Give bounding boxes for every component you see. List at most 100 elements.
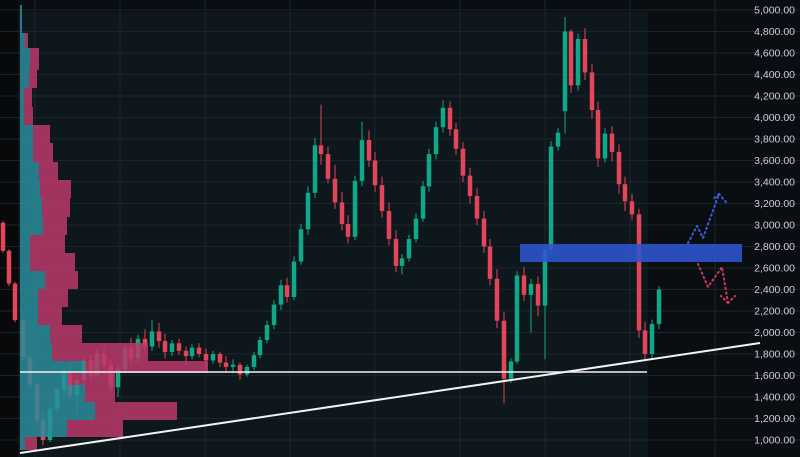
candle-body	[251, 355, 257, 367]
candle-body	[542, 249, 548, 306]
volume-profile-sell-bar	[30, 235, 65, 253]
volume-profile-buy-bar	[20, 88, 24, 107]
price-axis-label: 3,000.00	[754, 220, 795, 232]
volume-profile-buy-bar	[20, 253, 30, 271]
candle-body	[6, 250, 12, 284]
volume-profile-sell-bar	[67, 420, 123, 437]
candle-body	[440, 107, 446, 128]
volume-profile-sell-bar	[30, 253, 75, 271]
candle-body	[656, 289, 662, 324]
candle-body	[642, 330, 648, 354]
candle-body	[399, 258, 405, 266]
candle-body	[562, 31, 568, 112]
volume-profile-buy-bar	[20, 373, 68, 385]
volume-profile-sell-bar	[42, 198, 70, 217]
price-axis-label: 3,800.00	[754, 134, 795, 146]
price-axis-label: 4,600.00	[754, 48, 795, 60]
candle-body	[115, 369, 121, 388]
price-axis-label: 2,000.00	[754, 327, 795, 339]
candle-body	[447, 107, 453, 130]
candle-body	[508, 361, 514, 379]
session-pane-background	[18, 12, 648, 457]
volume-profile-layer	[20, 5, 208, 450]
price-axis-label: 1,800.00	[754, 349, 795, 361]
candle-body	[514, 275, 520, 362]
candle-body	[528, 284, 534, 295]
candle-body	[244, 366, 250, 375]
bear-projection-arrow[interactable]	[696, 262, 737, 305]
candle-body	[162, 341, 168, 352]
volume-profile-buy-bar	[20, 420, 67, 437]
price-axis-label: 1,600.00	[754, 370, 795, 382]
candle-body	[203, 354, 209, 361]
candle-body	[467, 175, 473, 196]
candle-body	[568, 31, 574, 86]
volume-profile-sell-bar	[33, 125, 50, 143]
price-axis-label: 2,400.00	[754, 284, 795, 296]
volume-profile-buy-bar	[20, 437, 25, 450]
candle-body	[318, 145, 324, 155]
price-axis-label: 3,600.00	[754, 155, 795, 167]
price-axis-label: 2,200.00	[754, 306, 795, 318]
price-axis[interactable]: 5,000.00 4,800.00 4,600.00 4,400.00 4,200.00…	[754, 5, 795, 447]
volume-profile-buy-bar	[20, 107, 24, 125]
candle-body	[589, 72, 595, 110]
ascending-trend-line[interactable]	[19, 342, 761, 454]
candle-body	[325, 154, 331, 179]
price-axis-label: 1,400.00	[754, 392, 795, 404]
volume-profile-sell-bar	[68, 373, 115, 385]
candle-body	[595, 110, 601, 159]
volume-profile-buy-bar	[20, 307, 38, 325]
candle-body	[413, 218, 419, 239]
candle-body	[271, 304, 277, 325]
volume-profile-buy-bar	[20, 325, 50, 343]
volume-profile-sell-bar	[25, 437, 37, 450]
candle-body	[372, 160, 378, 186]
candle-body	[142, 338, 148, 347]
volume-profile-buy-bar	[20, 198, 42, 217]
candle-body	[237, 364, 243, 375]
candle-body	[494, 278, 500, 321]
volume-profile-sell-bar	[38, 307, 62, 325]
bull-projection-arrow[interactable]	[686, 192, 728, 245]
candle-body	[481, 218, 487, 247]
candle-body	[223, 362, 229, 367]
candle-body	[156, 331, 162, 342]
candle-body	[305, 192, 311, 230]
volume-profile-buy-bar	[20, 33, 25, 48]
candle-body	[433, 127, 439, 155]
candle-body	[210, 354, 216, 361]
candle-body	[575, 39, 581, 86]
candle-body	[555, 132, 561, 147]
price-axis-label: 4,200.00	[754, 91, 795, 103]
volume-profile-buy-bar	[20, 217, 43, 235]
volume-profile-buy-bar	[20, 162, 39, 180]
volume-profile-sell-bar	[25, 33, 28, 48]
candle-body	[616, 151, 622, 185]
supply-zone-rect[interactable]	[520, 244, 742, 262]
candle-body	[366, 140, 372, 161]
candle-body	[298, 229, 304, 262]
volume-profile-sell-bar	[95, 402, 177, 420]
candle-body	[622, 184, 628, 202]
candle-body	[312, 145, 318, 193]
volume-profile-sell-bar	[40, 180, 71, 198]
volume-profile-sell-bar	[33, 143, 53, 162]
candle-body	[582, 39, 588, 73]
price-axis-label: 1,200.00	[754, 413, 795, 425]
volume-profile-buy-bar	[20, 125, 33, 143]
volume-profile-buy-bar	[20, 143, 33, 162]
candle-body	[169, 343, 175, 352]
volume-profile-buy-bar	[20, 70, 29, 88]
candle-body	[339, 202, 345, 224]
candle-body	[291, 261, 297, 297]
price-axis-label: 2,800.00	[754, 241, 795, 253]
volume-profile-sell-bar	[85, 385, 115, 402]
candle-body	[12, 283, 18, 321]
candle-body	[629, 201, 635, 215]
volume-profile-buy-bar	[20, 48, 30, 70]
price-axis-label: 1,000.00	[754, 435, 795, 447]
candle-body	[284, 285, 290, 297]
